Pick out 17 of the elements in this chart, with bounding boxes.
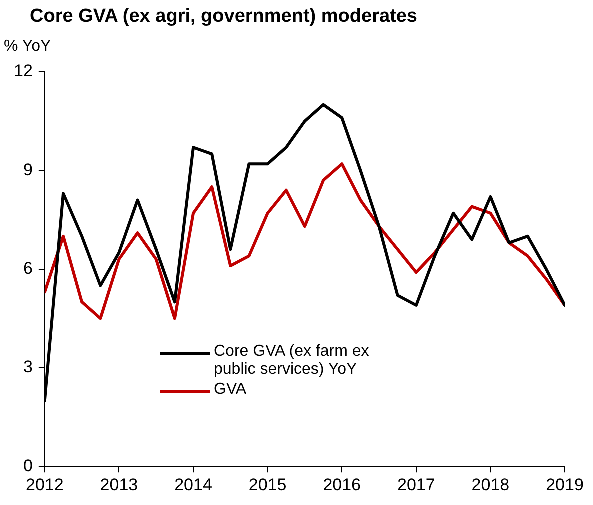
legend-label: GVA <box>214 381 247 399</box>
x-tick-label: 2016 <box>323 475 362 494</box>
x-tick-label: 2012 <box>26 475 64 494</box>
y-tick-label: 0 <box>23 456 33 476</box>
x-tick-label: 2013 <box>100 475 138 494</box>
x-tick-label: 2018 <box>472 475 510 494</box>
y-tick-label: 9 <box>23 160 33 180</box>
x-tick-label: 2015 <box>248 475 287 494</box>
y-axis-title: % YoY <box>4 38 52 56</box>
legend-label: Core GVA (ex farm ex public services) YoY <box>214 343 370 379</box>
y-tick-label: 3 <box>23 358 33 377</box>
y-tick-label: 6 <box>23 258 33 278</box>
x-tick-label: 2014 <box>174 475 212 494</box>
x-tick-label: 2019 <box>546 475 584 494</box>
chart-title: Core GVA (ex agri, government) moderates <box>30 6 418 28</box>
x-tick-label: 2017 <box>397 475 436 494</box>
y-tick-label: 12 <box>14 62 33 81</box>
